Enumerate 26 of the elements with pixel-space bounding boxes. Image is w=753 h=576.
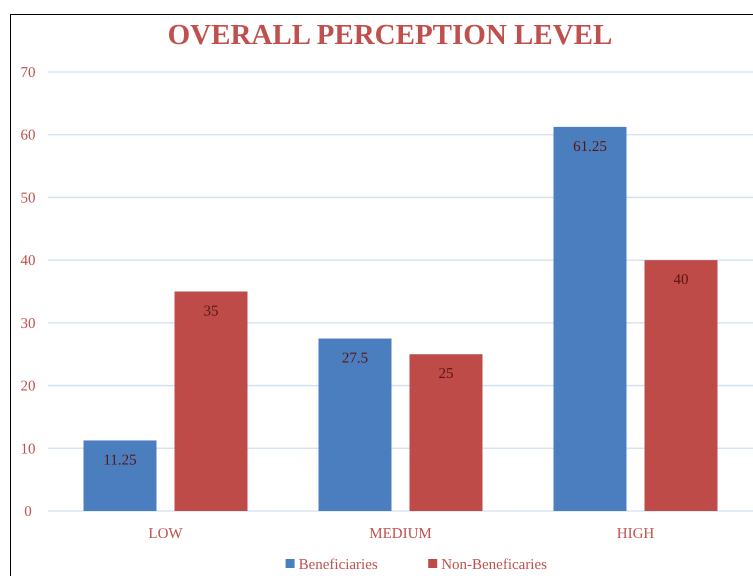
chart-title: OVERALL PERCEPTION LEVEL [168, 19, 612, 51]
y-tick-label: 40 [20, 253, 36, 270]
bar [318, 338, 392, 511]
legend-label: Non-Beneficaries [441, 557, 548, 573]
data-label: 40 [674, 272, 688, 288]
bar [174, 292, 248, 511]
y-tick-label: 70 [20, 65, 36, 81]
data-label: 61.25 [573, 138, 607, 155]
bar [554, 126, 626, 511]
legend-label: Beneficiaries [298, 557, 378, 573]
x-tick-label: MEDIUM [369, 526, 432, 542]
data-label: 27.5 [342, 350, 368, 367]
y-tick-label: 10 [20, 441, 36, 458]
y-tick-label: 50 [20, 190, 36, 206]
y-tick-label: 0 [24, 504, 32, 520]
data-label: 25 [438, 366, 454, 382]
data-label: 35 [204, 304, 218, 320]
bar [84, 440, 156, 511]
y-tick-label: 60 [20, 128, 36, 144]
y-tick-label: 30 [20, 316, 36, 332]
y-tick-label: 20 [20, 378, 36, 395]
bar [410, 354, 482, 511]
bar [644, 260, 718, 511]
x-tick-label: LOW [148, 526, 184, 542]
x-tick-label: HIGH [616, 526, 654, 542]
data-label: 11.25 [103, 452, 137, 468]
